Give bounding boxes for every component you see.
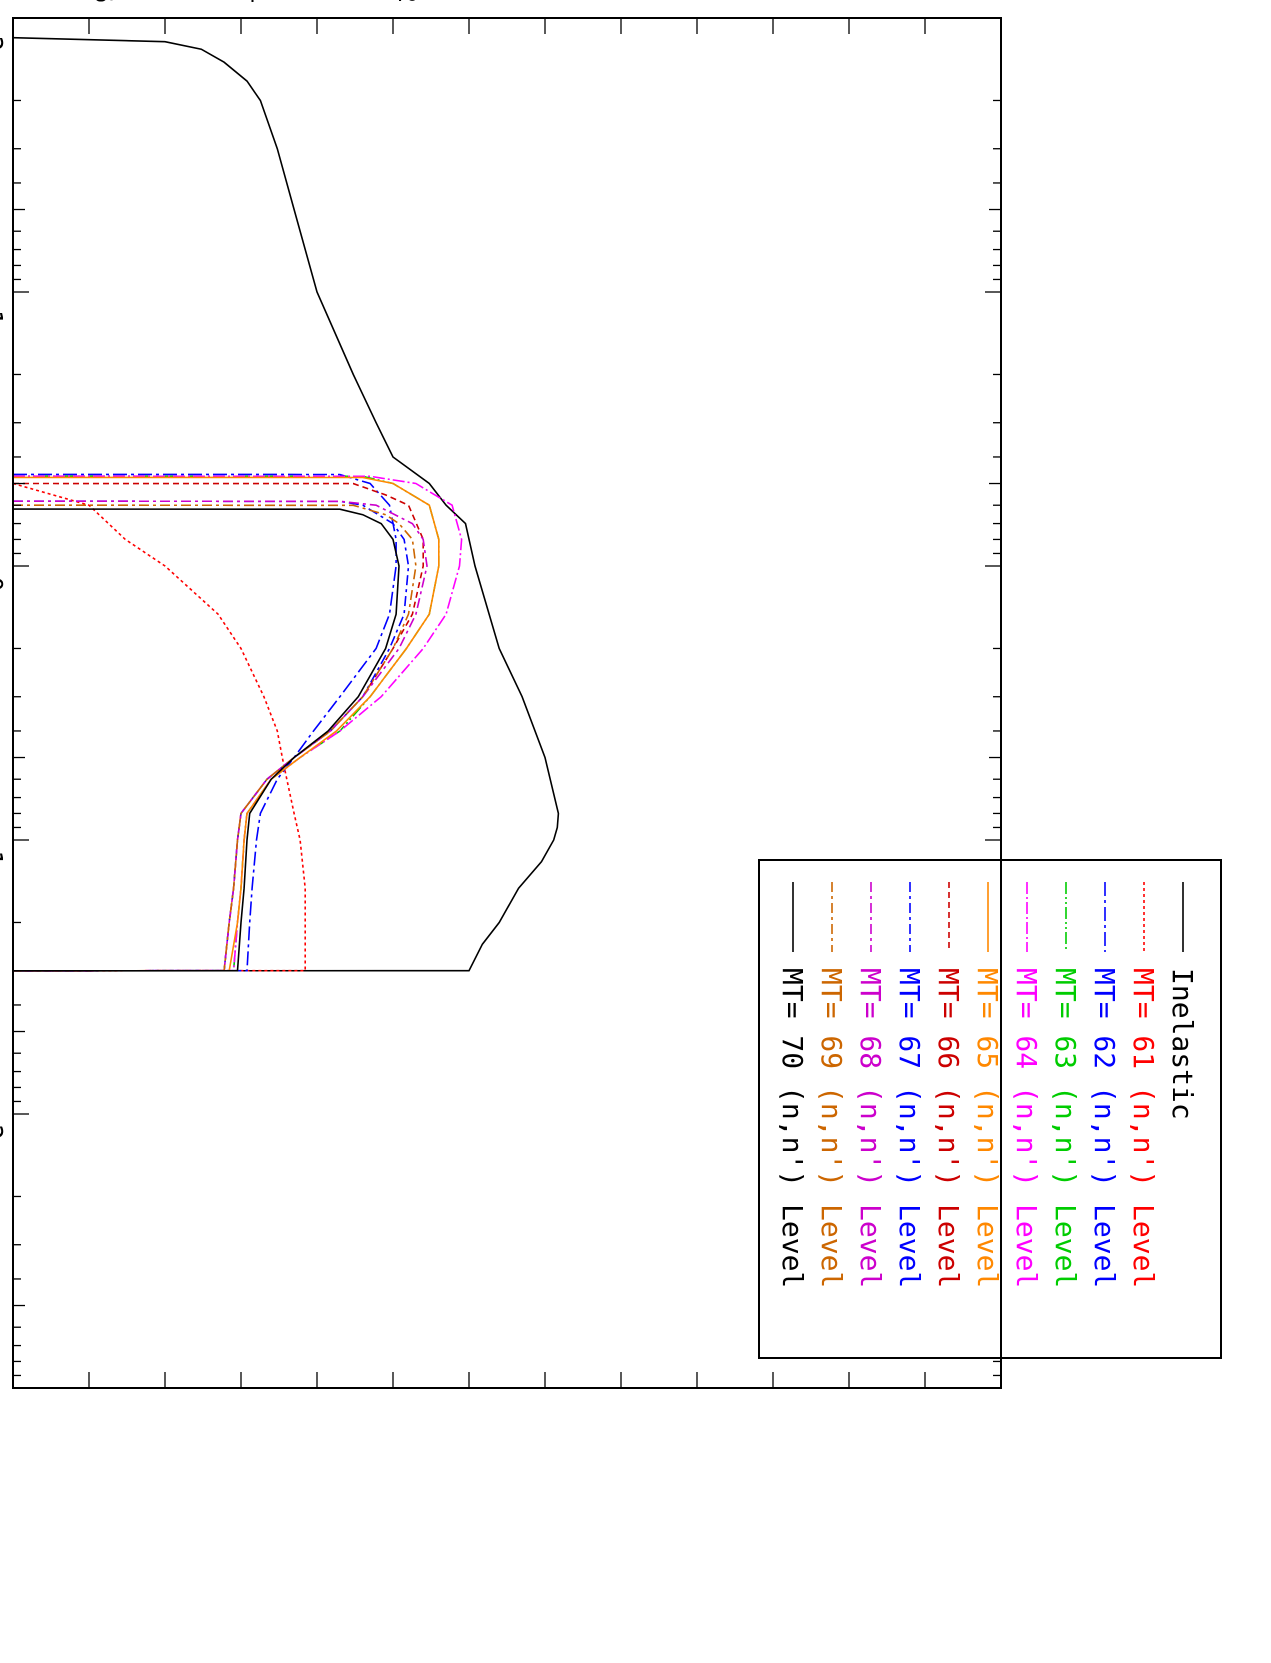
legend-box <box>758 859 1222 1359</box>
series-line-1 <box>13 36 560 972</box>
legend-label-8: MT= 67 (n,n') Level <box>893 968 926 1288</box>
tick-layer <box>12 17 1002 1388</box>
plot-frame <box>12 17 1002 1389</box>
series-line-6 <box>13 476 440 972</box>
series-line-9 <box>13 500 428 972</box>
legend-label-9: MT= 68 (n,n') Level <box>854 968 887 1288</box>
plot-layer <box>13 36 560 972</box>
legend-label-6: MT= 65 (n,n') Level <box>971 968 1004 1288</box>
legend-label-11: MT= 70 (n,n') Level <box>776 968 809 1288</box>
x-tick-label: 10-2 <box>0 0 8 51</box>
series-line-10 <box>13 504 417 972</box>
series-line-3 <box>13 473 397 972</box>
y-tick-label: 10-4 <box>223 0 270 3</box>
x-tick-label: 101 <box>0 814 8 865</box>
legend-label-1: Inelastic <box>1166 968 1199 1120</box>
label-layer: 1110-2510-151005101510210-610-410-210010… <box>0 0 422 1140</box>
legend-label-7: MT= 66 (n,n') Level <box>932 968 965 1288</box>
y-tick-label: 10-6 <box>71 0 118 3</box>
legend-label-5: MT= 64 (n,n') Level <box>1010 968 1043 1288</box>
y-tick-label: 10-2 <box>375 0 422 3</box>
x-tick-label: 102 <box>0 1088 8 1139</box>
series-line-2 <box>13 482 306 972</box>
legend-label-3: MT= 62 (n,n') Level <box>1088 968 1121 1288</box>
legend-label-2: MT= 61 (n,n') Level <box>1127 968 1160 1288</box>
series-line-11 <box>13 508 400 972</box>
x-tick-label: 10-1 <box>0 259 8 325</box>
x-tick-label: 100 <box>0 540 8 591</box>
legend-label-10: MT= 69 (n,n') Level <box>815 968 848 1288</box>
legend-label-4: MT= 63 (n,n') Level <box>1049 968 1082 1288</box>
